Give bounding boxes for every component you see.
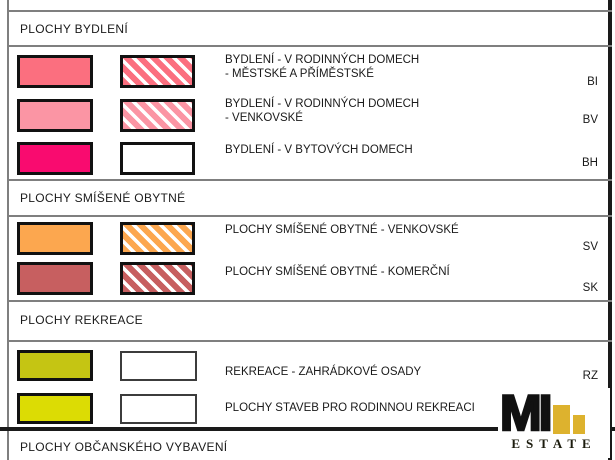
mi-estate-logo-mark: MI — [499, 385, 585, 441]
swatch-solid-bh — [17, 142, 93, 175]
section-title-rekreace: PLOCHY REKREACE — [20, 313, 143, 327]
zone-code-bi: BI — [587, 76, 598, 88]
swatch-solid-bv — [17, 99, 93, 132]
legend-right-border — [608, 0, 612, 460]
section-title-smisene-obytne: PLOCHY SMÍŠENÉ OBYTNÉ — [20, 191, 186, 205]
row-label-sk: PLOCHY SMÍŠENÉ OBYTNÉ - KOMERČNÍ — [225, 266, 450, 278]
swatch-hatch-bi — [120, 55, 195, 88]
row-label-bi-line1: BYDLENÍ - V RODINNÝCH DOMECH — [225, 54, 420, 66]
separator-line — [7, 45, 612, 47]
section-title-bydleni: PLOCHY BYDLENÍ — [20, 22, 129, 36]
zone-code-sv: SV — [582, 241, 598, 253]
swatch-white-bh — [120, 142, 195, 175]
zone-code-bv: BV — [582, 114, 598, 126]
row-label-bi: BYDLENÍ - V RODINNÝCH DOMECH - MĚSTSKÉ A… — [225, 54, 419, 81]
row-label-sv: PLOCHY SMÍŠENÉ OBYTNÉ - VENKOVSKÉ — [225, 224, 459, 236]
estate-logo-text: ESTATE — [511, 436, 597, 451]
row-label-bv: BYDLENÍ - V RODINNÝCH DOMECH - VENKOVSKÉ — [225, 98, 419, 125]
separator-line — [7, 10, 612, 12]
swatch-solid-bi — [17, 55, 93, 88]
row-label-bi-line2: - MĚSTSKÉ A PŘÍMĚSTSKÉ — [225, 67, 374, 80]
row-label-bv-line2: - VENKOVSKÉ — [225, 111, 303, 124]
mi-estate-logo: MI ESTATE — [498, 385, 610, 458]
zone-code-sk: SK — [582, 282, 598, 294]
swatch-solid-sk — [17, 262, 93, 295]
zone-code-bh: BH — [582, 157, 598, 169]
separator-line — [7, 340, 612, 342]
swatch-solid-sv — [17, 222, 93, 255]
swatch-hatch-bv — [120, 99, 195, 132]
row-label-rz: REKREACE - ZAHRÁDKOVÉ OSADY — [225, 366, 422, 378]
swatch-hatch-sk — [120, 262, 195, 295]
zone-code-rz: RZ — [582, 370, 598, 382]
swatch-solid-rz — [17, 350, 93, 381]
swatch-hatch-sv — [120, 222, 195, 255]
logo-gold-bar-short — [572, 415, 585, 434]
swatch-white-rz — [120, 351, 197, 381]
separator-line-thick — [0, 427, 615, 431]
separator-line — [7, 179, 612, 181]
section-title-obcanske-vybaveni: PLOCHY OBČANSKÉHO VYBAVENÍ — [20, 440, 228, 454]
row-label-bv-line1: BYDLENÍ - V RODINNÝCH DOMECH — [225, 98, 420, 110]
row-label-rodinna-rekreace: PLOCHY STAVEB PRO RODINNOU REKREACI — [225, 402, 475, 414]
swatch-white-rodinna-rekreace — [120, 394, 197, 424]
logo-gold-bar-tall — [552, 405, 570, 434]
legend-left-border — [7, 0, 9, 460]
swatch-solid-rodinna-rekreace — [17, 393, 93, 424]
separator-line — [7, 300, 612, 302]
separator-line — [7, 215, 612, 217]
row-label-bh: BYDLENÍ - V BYTOVÝCH DOMECH — [225, 144, 413, 156]
mi-logo-letters: MI — [499, 385, 554, 441]
